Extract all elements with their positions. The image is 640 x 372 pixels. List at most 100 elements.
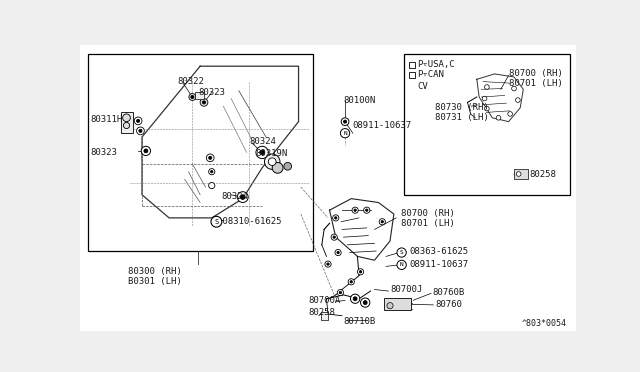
Text: 80700J: 80700J [390, 285, 422, 294]
Ellipse shape [211, 217, 222, 227]
Ellipse shape [352, 207, 358, 213]
Ellipse shape [484, 85, 489, 89]
Text: ^803*0054: ^803*0054 [522, 319, 566, 328]
Text: 08310-61625: 08310-61625 [217, 217, 282, 226]
Ellipse shape [348, 279, 355, 285]
Ellipse shape [264, 154, 280, 169]
Ellipse shape [272, 163, 283, 173]
Text: 80700 (RH): 80700 (RH) [509, 68, 563, 78]
Ellipse shape [335, 217, 337, 219]
Bar [88, 54, 312, 251]
Ellipse shape [339, 291, 342, 294]
Ellipse shape [351, 294, 360, 303]
Ellipse shape [200, 99, 208, 106]
Ellipse shape [333, 215, 339, 221]
Ellipse shape [364, 207, 370, 213]
Ellipse shape [136, 119, 140, 122]
Ellipse shape [268, 158, 276, 166]
Ellipse shape [516, 98, 520, 102]
Bar [514, 169, 528, 179]
Bar [408, 71, 415, 78]
Ellipse shape [327, 263, 329, 265]
Ellipse shape [354, 209, 356, 211]
Ellipse shape [260, 150, 264, 155]
Text: S: S [214, 219, 218, 225]
Text: 80701 (LH): 80701 (LH) [509, 78, 563, 88]
Ellipse shape [325, 261, 331, 267]
Ellipse shape [364, 301, 367, 305]
Ellipse shape [209, 183, 215, 189]
Ellipse shape [144, 149, 148, 153]
Ellipse shape [209, 169, 215, 175]
Ellipse shape [484, 106, 489, 111]
Text: 80323: 80323 [91, 148, 118, 157]
Text: 80324: 80324 [249, 137, 276, 146]
Ellipse shape [237, 192, 248, 202]
Text: B0301 (LH): B0301 (LH) [128, 277, 182, 286]
Ellipse shape [496, 115, 501, 120]
Text: N: N [343, 131, 347, 136]
Ellipse shape [341, 118, 349, 125]
Ellipse shape [211, 170, 213, 173]
Ellipse shape [202, 101, 205, 104]
Ellipse shape [191, 96, 194, 99]
Text: P▿CAN: P▿CAN [417, 70, 444, 79]
Text: 80258: 80258 [529, 170, 556, 179]
Text: 80730 (RH): 80730 (RH) [435, 103, 489, 112]
Text: N: N [400, 262, 403, 267]
Ellipse shape [516, 172, 521, 176]
Ellipse shape [123, 114, 131, 122]
Bar [408, 62, 415, 68]
Ellipse shape [379, 219, 385, 225]
Bar [195, 92, 204, 99]
Text: 08363-61625: 08363-61625 [410, 247, 468, 256]
Text: 80100N: 80100N [344, 96, 376, 105]
Ellipse shape [206, 154, 214, 162]
Ellipse shape [337, 251, 339, 254]
Text: 08911-10637: 08911-10637 [410, 260, 468, 269]
Text: 80300 (RH): 80300 (RH) [128, 267, 182, 276]
Ellipse shape [508, 112, 513, 116]
Text: 80258: 80258 [308, 308, 335, 317]
Text: 80731 (LH): 80731 (LH) [435, 113, 489, 122]
Text: 80700 (RH): 80700 (RH) [401, 209, 454, 218]
Ellipse shape [284, 163, 292, 170]
Ellipse shape [360, 271, 362, 273]
Ellipse shape [340, 129, 349, 138]
Ellipse shape [141, 146, 150, 155]
Ellipse shape [241, 195, 245, 199]
Ellipse shape [134, 117, 142, 125]
Text: 80311H: 80311H [91, 115, 123, 124]
Ellipse shape [335, 250, 341, 256]
Text: 80324: 80324 [222, 192, 249, 201]
Ellipse shape [353, 297, 357, 301]
Ellipse shape [397, 248, 406, 257]
Text: 80700A: 80700A [308, 296, 341, 305]
Ellipse shape [209, 156, 212, 159]
Ellipse shape [256, 146, 268, 158]
Ellipse shape [482, 96, 487, 101]
Ellipse shape [337, 289, 344, 296]
Ellipse shape [331, 234, 337, 240]
Ellipse shape [189, 93, 196, 100]
Text: CV: CV [417, 83, 428, 92]
Ellipse shape [139, 129, 142, 132]
Ellipse shape [344, 120, 347, 123]
Ellipse shape [365, 209, 368, 211]
Bar [404, 54, 570, 195]
Text: P▿USA,C: P▿USA,C [417, 60, 455, 69]
Text: 80760B: 80760B [433, 288, 465, 297]
Text: 80323: 80323 [198, 88, 225, 97]
Ellipse shape [358, 269, 364, 275]
Ellipse shape [381, 221, 383, 223]
Text: 80710B: 80710B [344, 317, 376, 326]
Text: 08911-10637: 08911-10637 [353, 121, 412, 130]
Text: S: S [400, 250, 403, 255]
Bar [321, 312, 328, 320]
Ellipse shape [360, 298, 370, 307]
Bar [384, 298, 411, 310]
Bar [121, 112, 132, 133]
Ellipse shape [333, 236, 335, 238]
Ellipse shape [387, 302, 393, 309]
Text: 80319N: 80319N [255, 150, 287, 158]
